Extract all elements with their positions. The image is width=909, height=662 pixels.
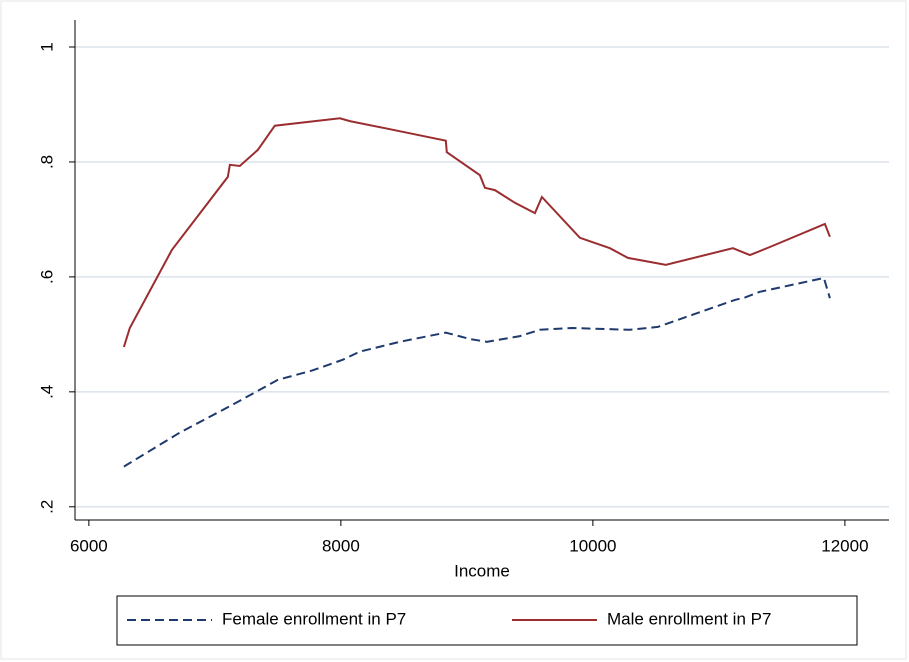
x-tick-label: 8000 [322,536,360,555]
y-tick-label: .4 [37,385,56,399]
x-tick-label: 10000 [569,536,616,555]
series-line [122,117,831,348]
legend-label: Female enrollment in P7 [222,609,406,628]
series-line [123,276,831,468]
x-axis-label: Income [454,561,510,580]
y-tick-label: .6 [37,270,56,284]
legend-box [116,595,858,646]
x-tick-label: 12000 [821,536,868,555]
y-tick-label: .8 [37,155,56,169]
x-tick-label: 6000 [70,536,108,555]
legend-label: Male enrollment in P7 [607,609,771,628]
y-tick-label: .2 [37,500,56,514]
y-tick-label: 1 [37,42,56,51]
